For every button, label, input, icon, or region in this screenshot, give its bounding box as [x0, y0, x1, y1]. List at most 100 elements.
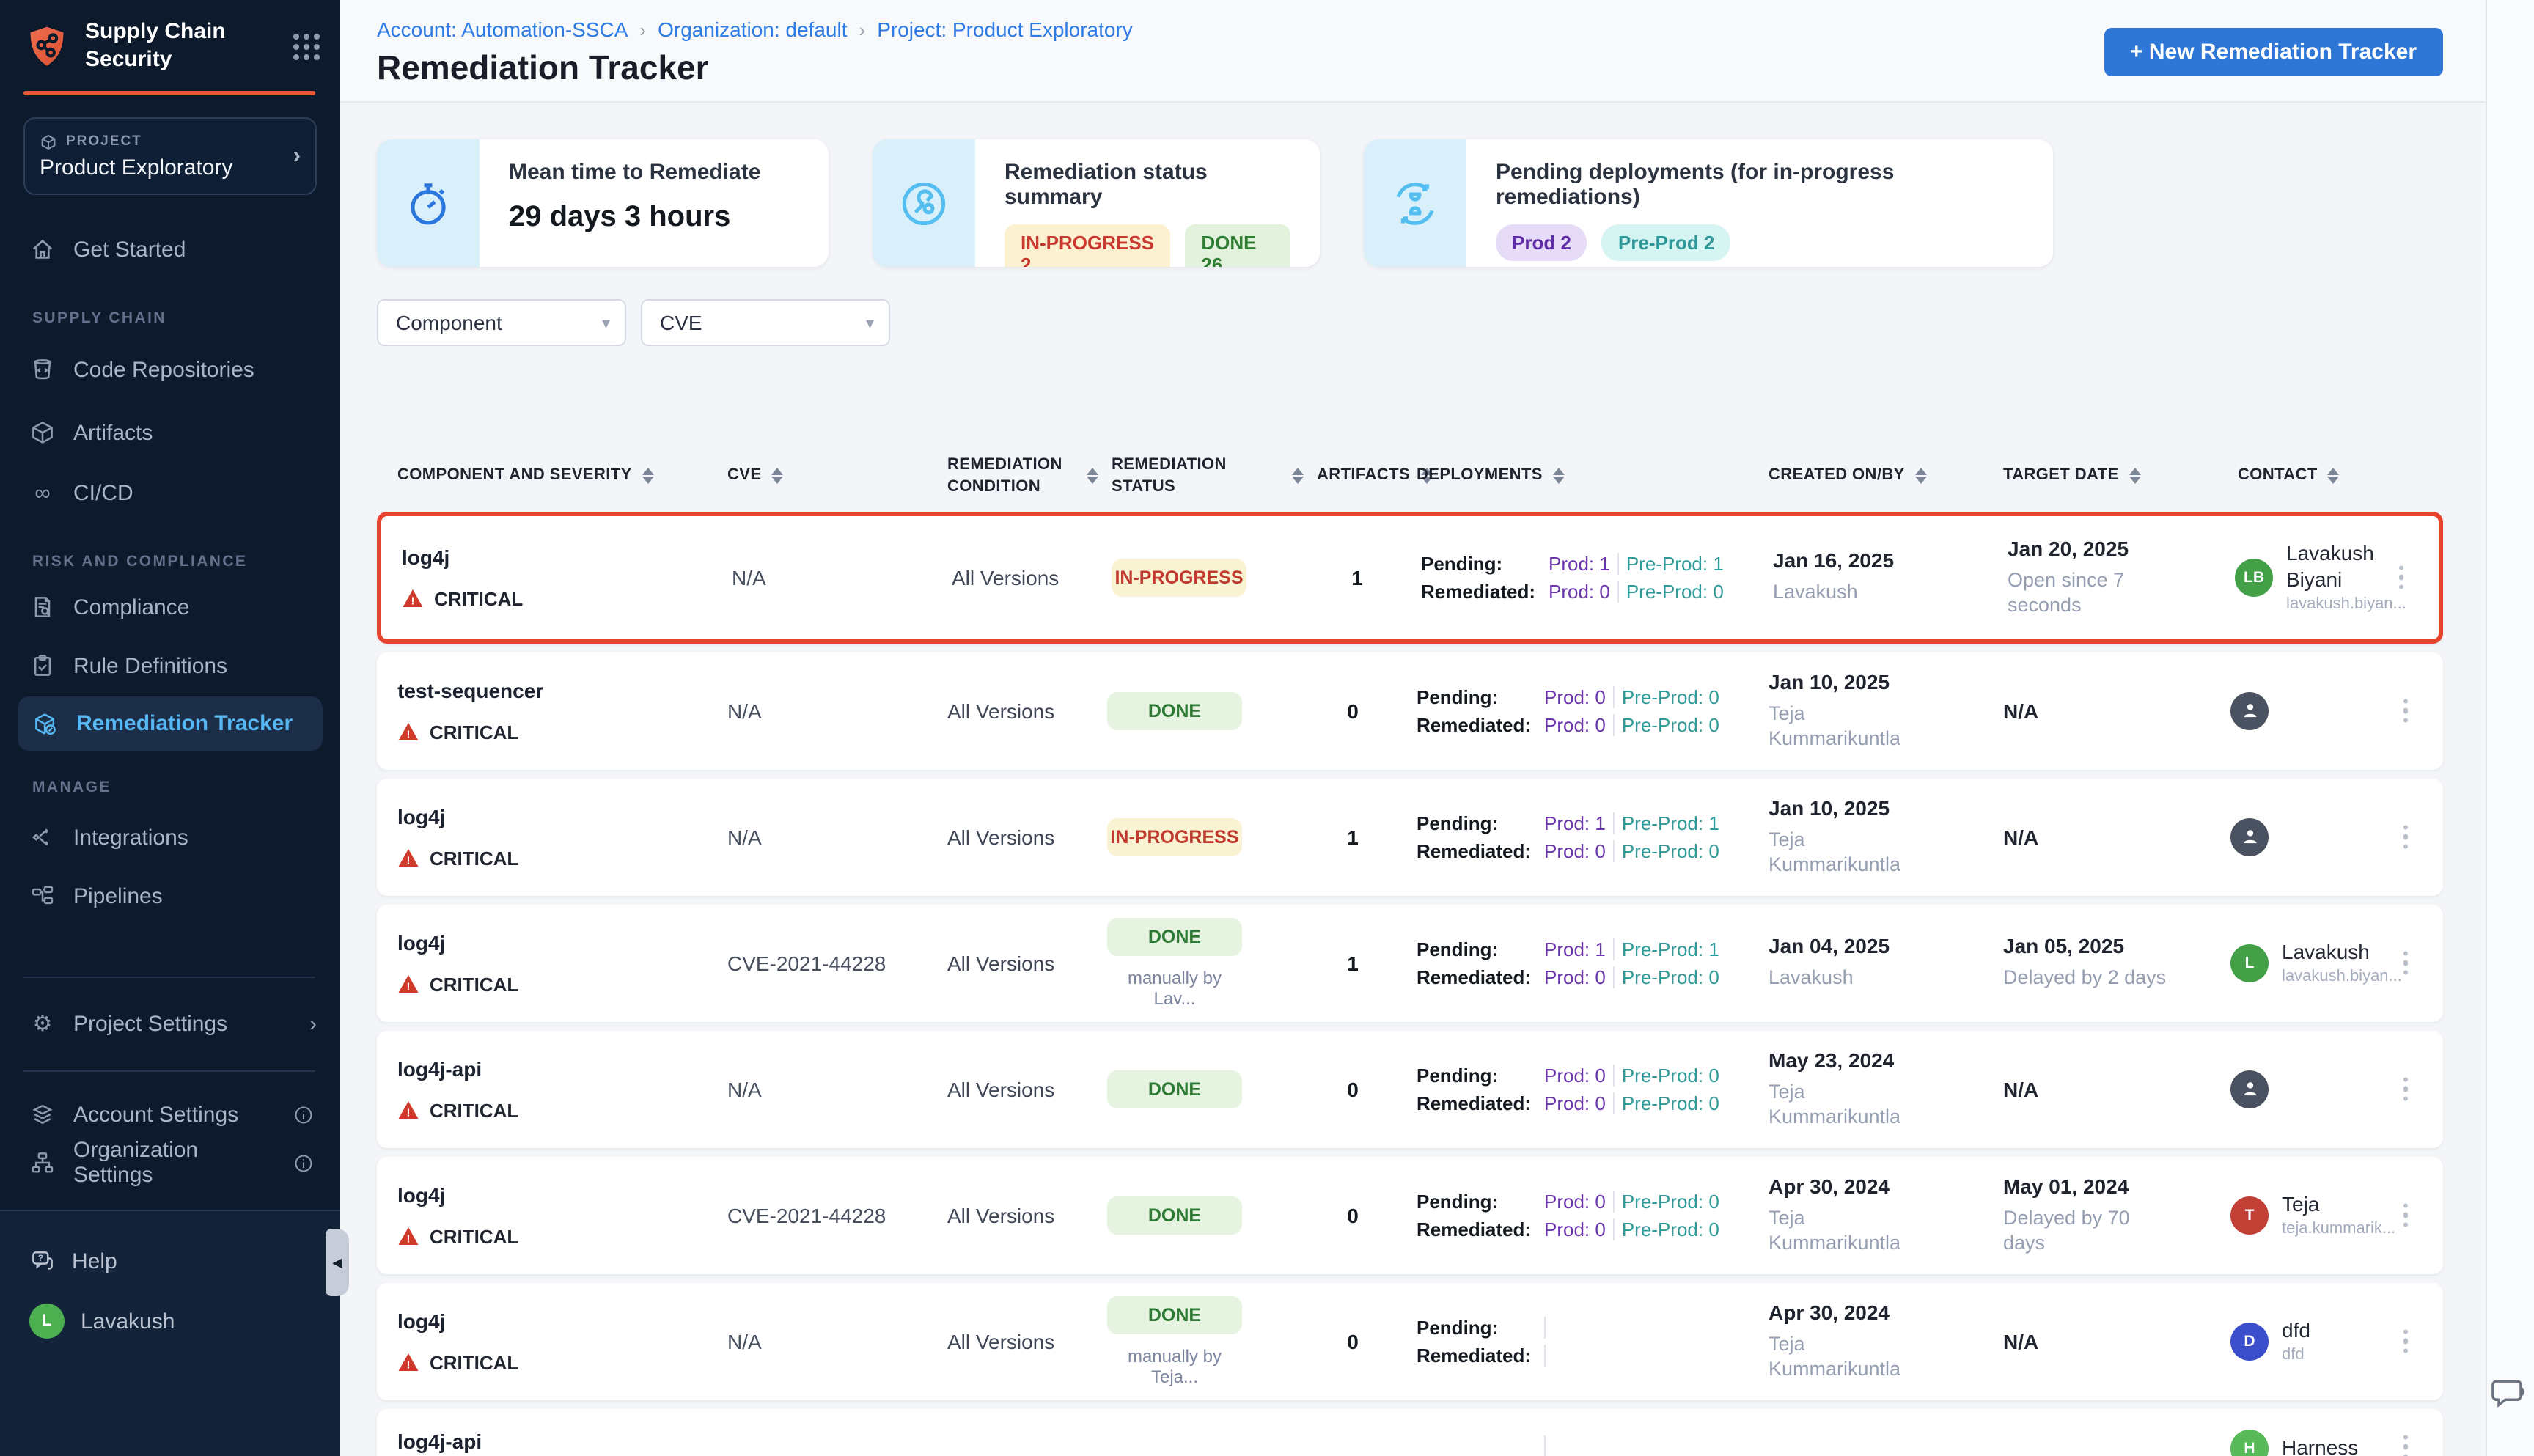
pending-prod: Prod: 0 — [1544, 1064, 1606, 1087]
info-icon[interactable] — [290, 1152, 317, 1174]
divider — [1612, 685, 1615, 708]
severity-label: CRITICAL — [430, 847, 519, 869]
main-content: Account: Automation-SSCA › Organization:… — [340, 0, 2534, 1456]
created-by: Teja Kummarikuntla — [1769, 1080, 1901, 1128]
table-row[interactable]: log4j-api ! — [377, 1408, 2443, 1456]
table-row[interactable]: log4j-api ! CRITICAL N/A All Versions DO… — [377, 1030, 2443, 1148]
component-name: log4j — [397, 1183, 446, 1207]
breadcrumb-project[interactable]: Project: Product Exploratory — [877, 18, 1133, 41]
deployments-cell: Pending: Prod: 1 Pre-Prod: 1 Remediated:… — [1403, 932, 1755, 993]
remediated-prod: Prod: 0 — [1549, 580, 1610, 603]
deployments-cell — [1403, 1429, 1755, 1456]
person-icon — [2243, 1082, 2256, 1096]
row-menu-kebab-icon[interactable] — [2397, 1071, 2414, 1107]
sidebar-item-artifacts[interactable]: Artifacts — [0, 412, 340, 453]
svg-text:!: ! — [407, 729, 411, 741]
remediation-cube-wrench-icon — [35, 713, 56, 735]
component-cell: log4j-api ! CRITICAL — [397, 1056, 714, 1121]
user-menu[interactable]: L Lavakush — [0, 1301, 340, 1342]
column-header-created[interactable]: CREATED ON/BY — [1755, 466, 1990, 488]
breadcrumb-organization[interactable]: Organization: default — [658, 18, 848, 41]
component-filter-dropdown[interactable]: Component ▾ — [377, 299, 626, 346]
column-header-deployments[interactable]: DEPLOYMENTS — [1403, 466, 1755, 488]
sidebar-item-pipelines[interactable]: Pipelines — [0, 875, 340, 916]
breadcrumb-account[interactable]: Account: Automation-SSCA — [377, 18, 628, 41]
row-menu-kebab-icon[interactable] — [2397, 1197, 2414, 1233]
row-menu-kebab-icon[interactable] — [2397, 819, 2414, 855]
in-progress-count-badge: IN-PROGRESS 2 — [1005, 224, 1171, 267]
column-header-cve[interactable]: CVE — [714, 466, 934, 488]
table-row[interactable]: log4j ! CRITICAL CVE-2021-44228 All Vers… — [377, 904, 2443, 1022]
sidebar-item-cicd[interactable]: ∞ CI/CD — [0, 472, 340, 513]
table-row[interactable]: log4j ! CRITICAL N/A All Versions IN-PRO… — [377, 778, 2443, 896]
sort-icon — [1914, 468, 1927, 485]
contact-avatar — [2230, 817, 2269, 856]
sidebar-item-compliance[interactable]: Compliance — [0, 587, 340, 628]
target-note: Delayed by 2 days — [2003, 966, 2167, 989]
person-icon — [2243, 704, 2256, 718]
help-button[interactable]: ? Help — [0, 1240, 340, 1282]
pending-label: Pending: — [1417, 685, 1499, 708]
new-remediation-tracker-button[interactable]: + New Remediation Tracker — [2104, 28, 2443, 76]
condition-cell: All Versions — [947, 825, 1055, 849]
cve-cell: N/A — [727, 1077, 762, 1101]
project-selector[interactable]: PROJECT Product Exploratory › — [23, 117, 317, 195]
status-cell: DONE — [1098, 1070, 1304, 1108]
sidebar-item-organization-settings[interactable]: Organization Settings — [0, 1138, 340, 1188]
sidebar-item-remediation-tracker[interactable]: Remediation Tracker — [18, 696, 323, 751]
condition-cell: All Versions — [947, 1203, 1055, 1227]
divider — [1617, 580, 1619, 603]
info-icon[interactable] — [290, 1103, 317, 1125]
column-header-component[interactable]: COMPONENT AND SEVERITY — [397, 466, 714, 488]
table-row[interactable]: log4j ! CRITICAL N/A All Versions IN-PRO… — [377, 511, 2443, 644]
row-menu-kebab-icon[interactable] — [2392, 559, 2409, 595]
section-risk-compliance: RISK AND COMPLIANCE — [32, 553, 248, 570]
infinity-icon: ∞ — [34, 480, 51, 505]
breadcrumb: Account: Automation-SSCA › Organization:… — [377, 18, 1133, 41]
sort-icon — [1087, 468, 1098, 485]
column-header-condition[interactable]: REMEDIATION CONDITION — [934, 455, 1098, 498]
sidebar-item-project-settings[interactable]: ⚙ Project Settings › — [0, 1003, 340, 1044]
sidebar-item-integrations[interactable]: Integrations — [0, 817, 340, 858]
target-date-cell: N/A — [1990, 1329, 2225, 1353]
critical-severity-icon: ! — [398, 1101, 419, 1119]
row-menu-kebab-icon[interactable] — [2397, 693, 2414, 729]
mean-time-card: Mean time to Remediate 29 days 3 hours — [377, 139, 829, 267]
sidebar-item-code-repositories[interactable]: Code Repositories — [0, 349, 340, 390]
created-date: May 23, 2024 — [1769, 1048, 1895, 1072]
critical-severity-icon: ! — [398, 975, 419, 993]
sidebar-item-account-settings[interactable]: Account Settings — [0, 1094, 340, 1135]
status-badge: DONE — [1107, 1295, 1242, 1334]
sidebar-item-rule-definitions[interactable]: Rule Definitions — [0, 645, 340, 686]
row-menu-kebab-icon[interactable] — [2397, 1429, 2414, 1456]
sort-icon — [642, 468, 654, 485]
column-header-target-date[interactable]: TARGET DATE — [1990, 466, 2225, 488]
table-row[interactable]: log4j ! CRITICAL CVE-2021-44228 All Vers… — [377, 1156, 2443, 1274]
divider — [1544, 1435, 1546, 1456]
table-row[interactable]: log4j ! CRITICAL N/A All Versions DONE m… — [377, 1282, 2443, 1400]
condition-cell: All Versions — [947, 951, 1055, 975]
cve-filter-dropdown[interactable]: CVE ▾ — [641, 299, 890, 346]
app-grid-icon[interactable] — [293, 33, 320, 60]
created-by: Teja Kummarikuntla — [1769, 1332, 1901, 1380]
chat-widget-icon[interactable] — [2489, 1372, 2528, 1412]
pending-label: Pending: — [1421, 552, 1503, 575]
severity-label: CRITICAL — [434, 587, 524, 610]
component-cell: log4j ! CRITICAL — [397, 1183, 714, 1247]
scrollbar-gutter[interactable] — [2486, 0, 2534, 1456]
row-menu-kebab-icon[interactable] — [2397, 1323, 2414, 1359]
sidebar-collapse-handle[interactable]: ◀ — [326, 1229, 349, 1296]
created-by: Lavakush — [1769, 966, 1854, 989]
table-row[interactable]: test-sequencer ! CRITICAL N/A All Versio… — [377, 652, 2443, 770]
created-date: Jan 10, 2025 — [1769, 795, 1890, 820]
sidebar-item-get-started[interactable]: Get Started — [0, 229, 340, 270]
column-header-artifacts[interactable]: ARTIFACTS — [1304, 466, 1433, 488]
column-header-status[interactable]: REMEDIATION STATUS — [1098, 455, 1304, 498]
created-cell: Jan 16, 2025 Lavakush — [1760, 549, 1994, 606]
column-header-contact[interactable]: CONTACT — [2225, 466, 2443, 488]
pending-preprod: Pre-Prod: 1 — [1626, 552, 1724, 575]
target-date-cell: May 01, 2024 Delayed by 70 days — [1990, 1174, 2225, 1256]
row-menu-kebab-icon[interactable] — [2397, 945, 2414, 981]
chevron-down-icon: ▾ — [601, 315, 610, 332]
cve-cell: N/A — [732, 565, 766, 589]
